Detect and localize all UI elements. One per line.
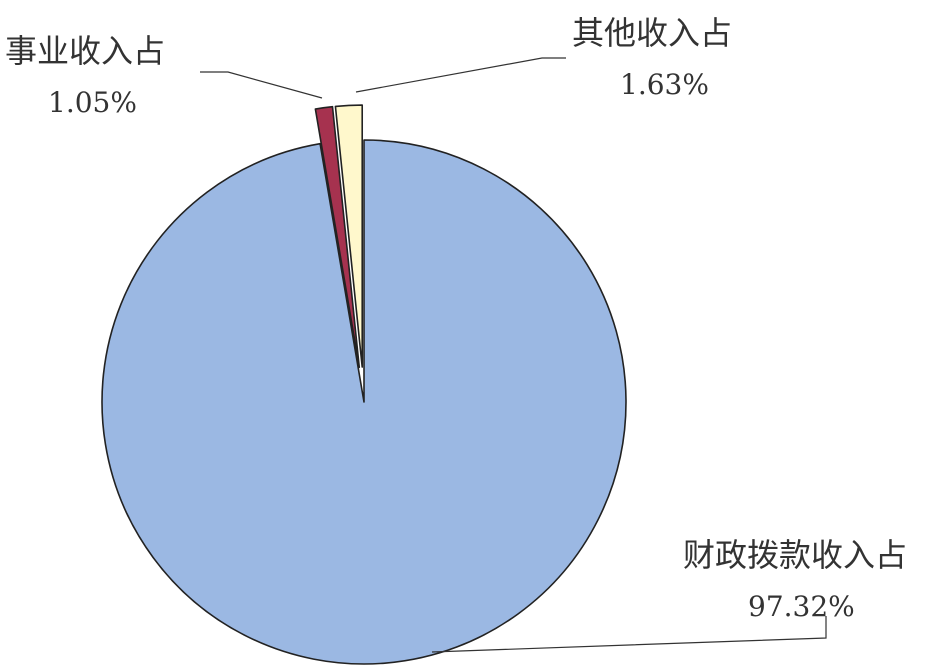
label-group-qita: 其他收入占 1.63% xyxy=(572,14,732,101)
slice-label-caizheng-name: 财政拨款收入占 xyxy=(683,536,907,574)
slice-label-shiye-value: 1.05% xyxy=(48,86,137,119)
slice-label-shiye-name: 事业收入占 xyxy=(5,32,165,70)
leader-line-shiye xyxy=(200,71,323,99)
label-group-shiye: 事业收入占 1.05% xyxy=(5,32,165,119)
slice-label-qita-value: 1.63% xyxy=(620,68,709,101)
pie-slice-shiye xyxy=(314,105,361,369)
pie-slice-caizheng xyxy=(101,139,627,665)
leader-lines xyxy=(200,57,827,653)
pie-slice-qita xyxy=(334,104,364,368)
leader-line-caizheng xyxy=(431,616,827,653)
pie-slices xyxy=(101,104,627,665)
leader-line-qita xyxy=(355,57,566,93)
slice-label-qita-name: 其他收入占 xyxy=(572,14,732,52)
slice-label-caizheng-value: 97.32% xyxy=(748,590,855,623)
label-group-caizheng: 财政拨款收入占 97.32% xyxy=(683,536,907,623)
